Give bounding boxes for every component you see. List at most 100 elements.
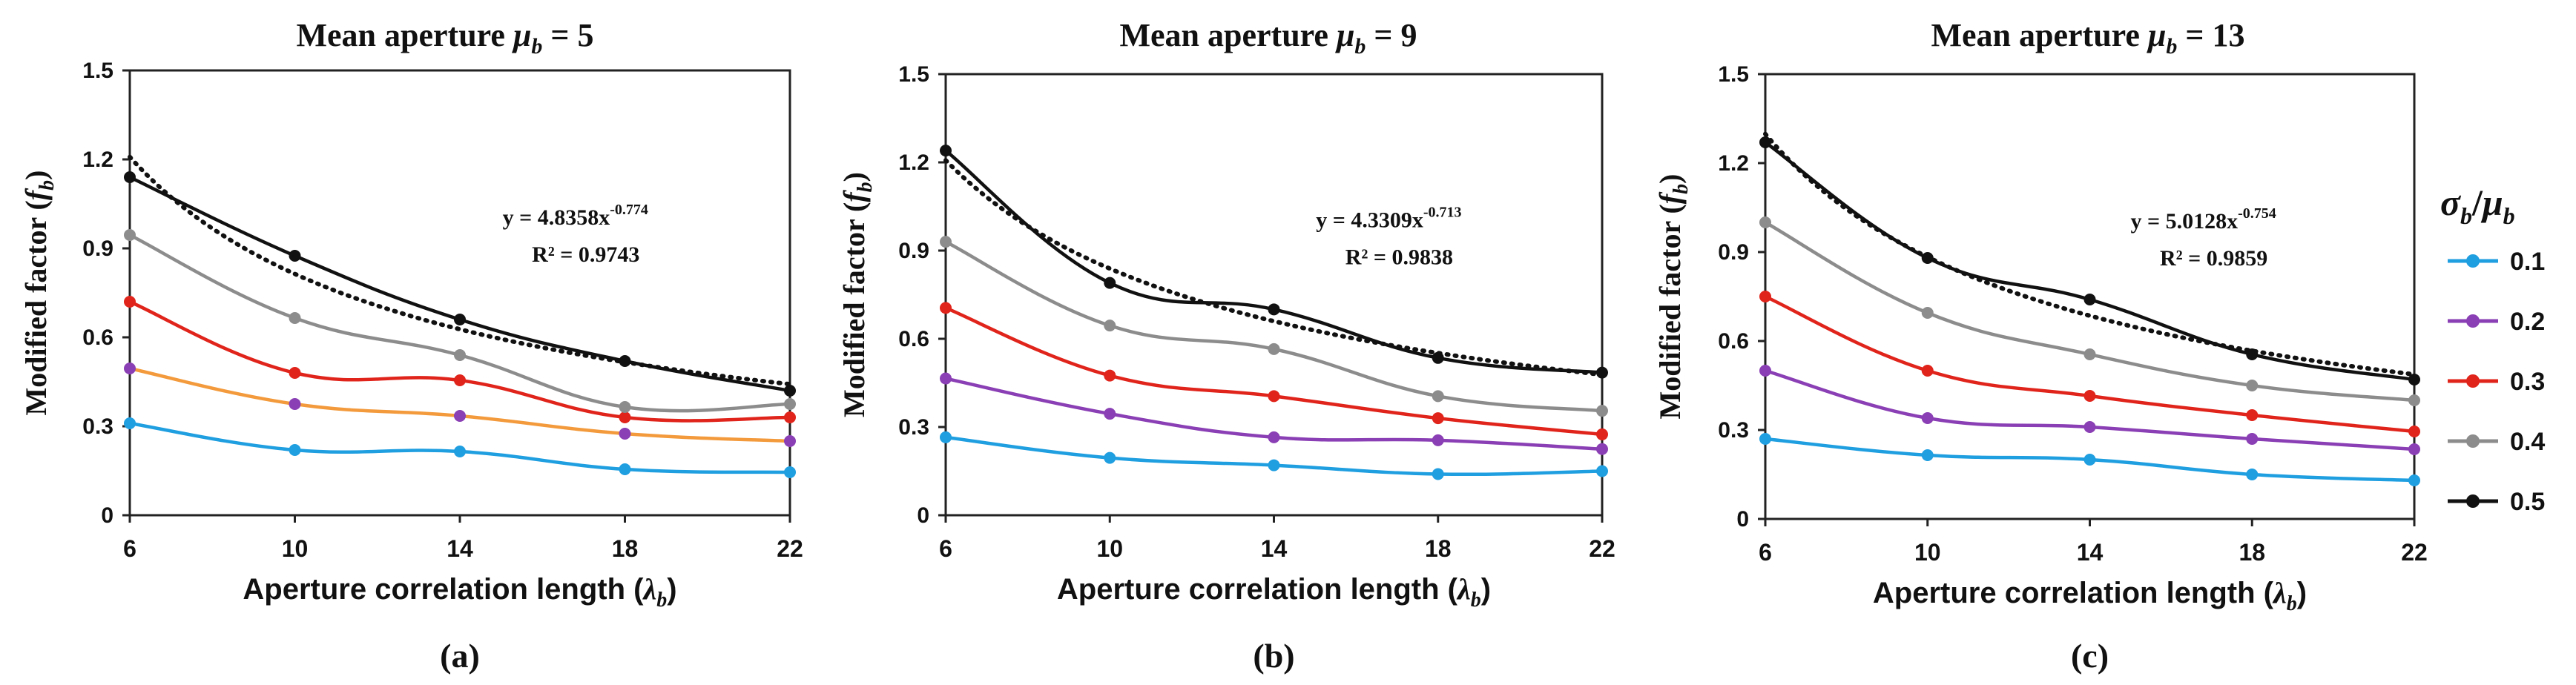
x-tick-label: 18	[2239, 539, 2265, 566]
legend-label: 0.3	[2510, 368, 2545, 396]
data-point-0.3	[1104, 369, 1116, 382]
y-tick-label: 0.3	[1718, 418, 1749, 443]
data-point-0.1	[1596, 465, 1608, 477]
data-point-0.2	[940, 372, 952, 385]
legend-label: 0.5	[2510, 488, 2545, 516]
panel-label: (a)	[440, 637, 480, 675]
data-point-0.3	[1921, 365, 1934, 377]
data-point-0.3	[784, 411, 796, 423]
legend-item-0.1: 0.1	[2448, 248, 2545, 276]
y-tick-label: 0	[917, 503, 929, 528]
data-point-0.3	[2246, 409, 2259, 421]
legend: σb/μb 0.1 0.2 0.3 0.4 0.5	[2440, 182, 2545, 516]
power-fit-curve	[943, 158, 1604, 377]
x-tick-label: 10	[1096, 535, 1123, 562]
x-axis-label: Aperture correlation length (λb)	[243, 572, 676, 612]
x-tick-label: 14	[447, 535, 473, 562]
data-point-0.5	[1104, 277, 1116, 289]
y-tick-label: 1.5	[82, 59, 113, 83]
data-point-0.3	[619, 411, 631, 423]
data-point-0.4	[1759, 216, 1771, 228]
data-point-0.4	[1432, 390, 1444, 403]
legend-item-0.5: 0.5	[2448, 488, 2545, 516]
data-point-0.2	[1432, 434, 1444, 446]
data-point-0.1	[1432, 468, 1444, 480]
x-tick-label: 10	[1914, 539, 1941, 566]
x-tick-label: 14	[2077, 539, 2104, 566]
data-point-0.4	[1104, 320, 1116, 332]
data-point-0.5	[784, 385, 796, 397]
series-line-0.4	[1764, 221, 2415, 403]
y-tick-label: 0.9	[82, 236, 113, 261]
chart-title: Mean aperture μb = 5	[296, 17, 593, 59]
series-line-0.4	[944, 240, 1603, 413]
data-point-0.4	[454, 349, 466, 361]
y-axis-label: Modified factor (fb)	[837, 172, 877, 417]
data-point-0.5	[1921, 252, 1934, 264]
data-point-0.5	[1432, 351, 1444, 364]
data-point-0.1	[2083, 454, 2096, 466]
legend-marker	[2466, 374, 2480, 388]
data-point-0.2	[1596, 443, 1608, 455]
y-tick-label: 0.6	[1718, 329, 1749, 354]
x-tick-label: 22	[2401, 539, 2428, 566]
fit-equation: y = 5.0128x-0.754	[2130, 205, 2276, 234]
y-tick-label: 0.9	[1718, 240, 1749, 265]
chart-title: Mean aperture μb = 9	[1119, 17, 1417, 59]
legend-title: σb/μb	[2440, 182, 2515, 229]
chart-panel-2: 0 0.3 0.6 0.9 1.2 1.5 6 10 14 18 22 Mean aperture μ…	[837, 17, 1615, 675]
data-point-0.1	[454, 446, 466, 457]
r-squared: R² = 0.9743	[532, 242, 639, 267]
chart-title: Mean aperture μb = 13	[1931, 17, 2244, 59]
data-point-0.5	[2083, 294, 2096, 305]
data-point-0.2	[124, 363, 136, 374]
legend-item-0.3: 0.3	[2448, 368, 2545, 396]
data-point-0.3	[1268, 390, 1280, 403]
data-point-0.4	[1596, 405, 1608, 417]
data-point-0.3	[289, 367, 301, 379]
y-tick-label: 1.2	[1718, 151, 1749, 176]
data-point-0.1	[124, 417, 136, 429]
data-point-0.1	[784, 466, 796, 478]
data-point-0.4	[1921, 307, 1934, 319]
y-tick-label: 0.9	[898, 239, 929, 263]
series-line-0.2	[1765, 368, 2415, 451]
panel-label: (b)	[1253, 637, 1294, 675]
data-point-0.5	[2246, 348, 2259, 360]
legend-label: 0.4	[2510, 428, 2545, 456]
fit-equation: y = 4.8358x-0.774	[503, 202, 648, 230]
legend-item-0.4: 0.4	[2448, 428, 2545, 456]
x-tick-label: 14	[1261, 535, 1288, 562]
data-point-0.1	[1921, 449, 1934, 461]
x-tick-label: 18	[1425, 535, 1452, 562]
r-squared: R² = 0.9859	[2160, 246, 2267, 271]
x-tick-label: 6	[939, 535, 952, 562]
data-point-0.5	[1268, 303, 1280, 316]
data-point-0.1	[1104, 451, 1116, 464]
data-point-0.4	[2083, 348, 2096, 360]
data-point-0.4	[2246, 380, 2259, 391]
data-point-0.2	[289, 398, 301, 410]
y-axis-label: Modified factor (fb)	[19, 171, 59, 416]
data-point-0.3	[454, 374, 466, 386]
data-point-0.2	[2408, 443, 2420, 455]
data-point-0.1	[2408, 474, 2420, 486]
data-point-0.5	[124, 171, 136, 183]
fit-equation: y = 4.3309x-0.713	[1316, 204, 1461, 232]
y-tick-label: 0.6	[82, 325, 113, 350]
data-point-0.2	[1104, 408, 1116, 420]
r-squared: R² = 0.9838	[1345, 245, 1453, 269]
y-tick-label: 0.3	[898, 415, 929, 440]
data-point-0.5	[1759, 136, 1771, 148]
data-point-0.2	[784, 435, 796, 447]
legend-marker	[2466, 254, 2480, 268]
y-tick-label: 0	[101, 503, 113, 528]
data-point-0.3	[2408, 426, 2420, 437]
legend-marker	[2466, 434, 2480, 448]
data-point-0.4	[940, 236, 952, 248]
data-point-0.2	[1268, 431, 1280, 443]
data-point-0.1	[619, 463, 631, 475]
data-point-0.2	[2246, 433, 2259, 445]
data-point-0.1	[1268, 459, 1280, 471]
